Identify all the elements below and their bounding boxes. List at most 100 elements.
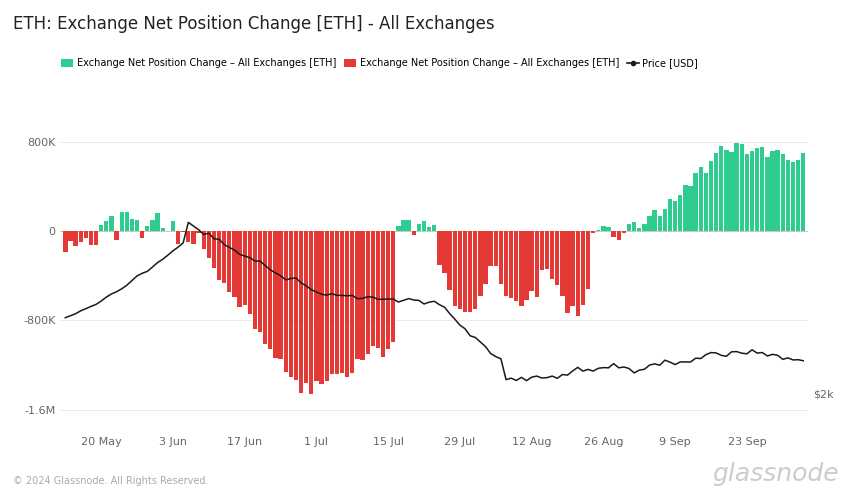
Bar bbox=[304, 231, 309, 383]
Bar bbox=[78, 231, 83, 242]
Bar bbox=[622, 231, 626, 233]
Bar bbox=[371, 231, 375, 346]
Bar bbox=[206, 231, 211, 258]
Bar bbox=[714, 153, 718, 231]
Legend: Exchange Net Position Change – All Exchanges [ETH], Exchange Net Position Change: Exchange Net Position Change – All Excha… bbox=[58, 55, 702, 72]
Bar bbox=[555, 231, 560, 285]
Bar bbox=[781, 154, 785, 231]
Bar bbox=[253, 231, 257, 329]
Bar bbox=[176, 231, 181, 245]
Bar bbox=[550, 231, 555, 279]
Bar bbox=[683, 185, 688, 231]
Bar bbox=[545, 231, 550, 269]
Bar bbox=[196, 231, 200, 233]
Bar bbox=[171, 221, 175, 231]
Bar bbox=[360, 231, 365, 359]
Bar bbox=[771, 151, 775, 231]
Bar bbox=[427, 226, 432, 231]
Bar bbox=[335, 231, 339, 374]
Bar bbox=[201, 231, 206, 249]
Bar bbox=[437, 231, 441, 265]
Bar bbox=[591, 231, 595, 233]
Bar bbox=[243, 231, 247, 305]
Bar bbox=[345, 231, 349, 377]
Bar bbox=[499, 231, 503, 284]
Bar bbox=[488, 231, 493, 266]
Bar bbox=[473, 231, 477, 309]
Bar bbox=[314, 231, 318, 381]
Bar bbox=[740, 144, 744, 231]
Bar bbox=[693, 173, 697, 231]
Bar bbox=[586, 231, 590, 289]
Bar bbox=[525, 231, 529, 300]
Bar bbox=[729, 152, 734, 231]
Text: © 2024 Glassnode. All Rights Reserved.: © 2024 Glassnode. All Rights Reserved. bbox=[13, 476, 208, 486]
Bar bbox=[535, 231, 539, 297]
Bar bbox=[637, 228, 642, 231]
Bar bbox=[63, 231, 67, 252]
Bar bbox=[99, 225, 103, 231]
Bar bbox=[89, 231, 93, 245]
Bar bbox=[802, 154, 806, 231]
Bar bbox=[279, 231, 283, 359]
Bar bbox=[796, 160, 801, 231]
Bar bbox=[309, 231, 314, 394]
Bar bbox=[83, 231, 88, 238]
Bar bbox=[386, 231, 390, 350]
Bar bbox=[617, 231, 621, 240]
Text: ETH: Exchange Net Position Change [ETH] - All Exchanges: ETH: Exchange Net Position Change [ETH] … bbox=[13, 15, 494, 33]
Bar bbox=[417, 224, 421, 231]
Bar bbox=[284, 231, 288, 372]
Bar bbox=[232, 231, 237, 297]
Bar bbox=[432, 225, 437, 231]
Bar bbox=[724, 150, 728, 231]
Bar bbox=[135, 219, 139, 231]
Bar bbox=[268, 231, 273, 349]
Bar bbox=[452, 231, 457, 306]
Bar bbox=[478, 231, 482, 296]
Bar bbox=[145, 226, 150, 231]
Bar bbox=[698, 167, 703, 231]
Bar bbox=[340, 231, 344, 373]
Bar bbox=[237, 231, 242, 306]
Bar bbox=[140, 231, 144, 238]
Bar bbox=[186, 231, 191, 242]
Bar bbox=[719, 146, 723, 231]
Bar bbox=[750, 151, 754, 231]
Bar bbox=[560, 231, 565, 296]
Bar bbox=[668, 199, 673, 231]
Bar bbox=[191, 231, 195, 244]
Bar bbox=[212, 231, 216, 269]
Bar bbox=[642, 224, 647, 231]
Bar bbox=[263, 231, 267, 345]
Bar bbox=[412, 231, 416, 235]
Bar bbox=[494, 231, 498, 266]
Bar bbox=[463, 231, 467, 312]
Bar bbox=[468, 231, 472, 312]
Bar bbox=[765, 157, 770, 231]
Bar bbox=[678, 195, 683, 231]
Bar bbox=[458, 231, 462, 309]
Bar bbox=[570, 231, 574, 306]
Bar bbox=[580, 231, 585, 305]
Bar bbox=[483, 231, 488, 284]
Bar bbox=[319, 231, 323, 384]
Bar bbox=[248, 231, 252, 314]
Bar bbox=[734, 143, 739, 231]
Bar bbox=[688, 186, 692, 231]
Bar bbox=[673, 201, 678, 231]
Bar bbox=[658, 216, 662, 231]
Bar bbox=[530, 231, 534, 291]
Bar bbox=[422, 221, 427, 231]
Bar bbox=[709, 162, 713, 231]
Bar bbox=[222, 231, 226, 282]
Bar bbox=[514, 231, 519, 301]
Bar bbox=[601, 226, 605, 231]
Bar bbox=[299, 231, 304, 393]
Bar bbox=[68, 231, 72, 241]
Bar bbox=[125, 213, 129, 231]
Bar bbox=[150, 220, 155, 231]
Bar bbox=[407, 220, 411, 231]
Bar bbox=[663, 209, 667, 231]
Bar bbox=[294, 231, 298, 380]
